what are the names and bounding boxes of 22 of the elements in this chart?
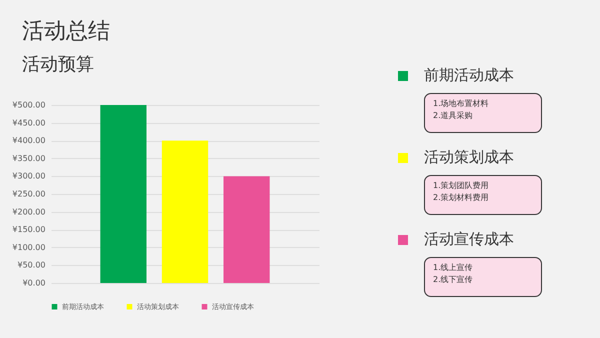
y-tick-label: ¥250.00 xyxy=(12,190,46,198)
chart-title: 活动总结 xyxy=(22,18,110,46)
y-tick-label: ¥0.00 xyxy=(22,278,46,288)
y-tick-label: ¥350.00 xyxy=(12,154,46,163)
bar xyxy=(162,140,208,283)
text: 1.线上宣传 2.线下宣传 xyxy=(424,257,542,297)
y-tick-label: ¥200.00 xyxy=(12,207,46,216)
text: 活动宣传成本 xyxy=(424,230,514,248)
y-tick-label: ¥100.00 xyxy=(12,242,46,252)
y-tick-label: ¥400.00 xyxy=(12,136,46,146)
bar xyxy=(100,105,146,283)
text: 1.策划团队费用 2.策划材料费用 xyxy=(424,175,542,215)
y-tick-label: ¥150.00 xyxy=(12,225,46,234)
chart-subtitle: 活动预算 xyxy=(22,53,94,76)
y-tick-label: ¥450.00 xyxy=(12,118,46,128)
text: 活动策划成本 xyxy=(424,148,514,166)
y-tick-label: ¥50.00 xyxy=(18,260,46,270)
text: 1.场地布置材料 2.道具采购 xyxy=(424,93,542,133)
bar xyxy=(224,176,270,283)
y-tick-label: ¥500.00 xyxy=(12,100,46,110)
text: 前期活动成本 xyxy=(424,66,514,84)
y-tick-label: ¥300.00 xyxy=(12,172,46,181)
